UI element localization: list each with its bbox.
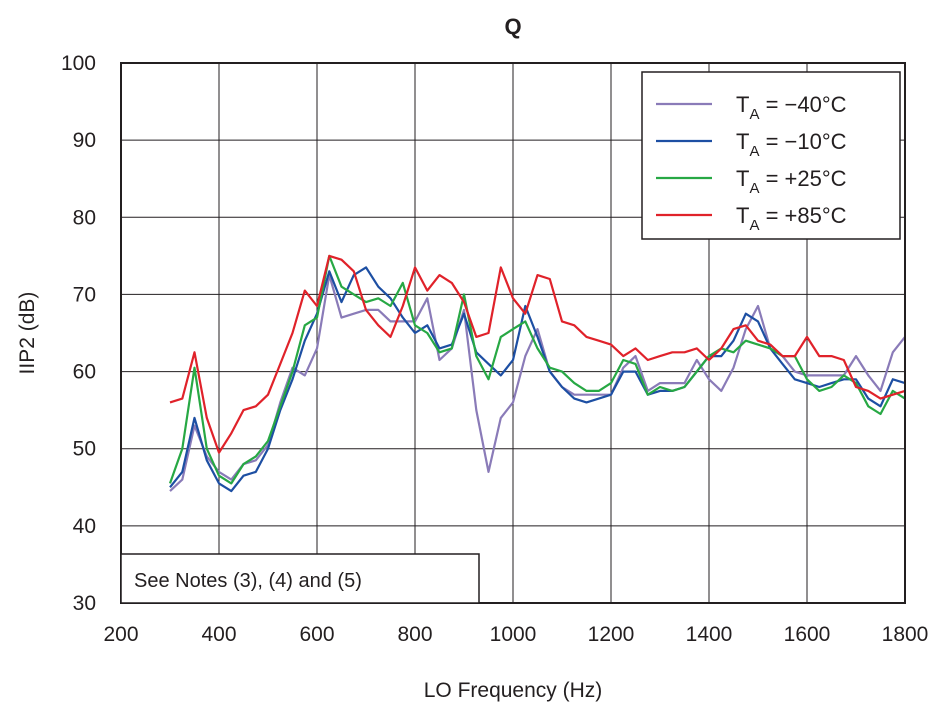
- y-tick-label: 40: [73, 515, 96, 538]
- x-tick-label: 1800: [882, 623, 929, 646]
- legend-frame: [641, 71, 901, 240]
- y-tick-label: 60: [73, 361, 96, 384]
- x-tick-label: 200: [103, 623, 138, 646]
- y-axis-title: IIP2 (dB): [16, 292, 39, 375]
- y-tick-label: 100: [61, 52, 96, 75]
- y-tick-label: 50: [73, 438, 96, 461]
- series-layer: [168, 254, 906, 493]
- legend-entry: TA = +85°C: [736, 203, 847, 234]
- x-tick-label: 800: [397, 623, 432, 646]
- series-line-2: [169, 266, 906, 493]
- legend: TA = −40°C TA = −10°C TA = +25°C TA = +85°C: [641, 71, 901, 240]
- x-tick-label: 1400: [686, 623, 733, 646]
- x-tick-label: 1600: [784, 623, 831, 646]
- x-tick-label: 1200: [588, 623, 635, 646]
- legend-entry: TA = −40°C: [736, 92, 847, 123]
- x-tick-label: 1000: [490, 623, 537, 646]
- x-tick-label: 600: [299, 623, 334, 646]
- chart-title: Q: [504, 14, 521, 39]
- x-axis-title: LO Frequency (Hz): [424, 679, 603, 702]
- notes-text: See Notes (3), (4) and (5): [134, 570, 362, 592]
- y-tick-label: 70: [73, 283, 96, 306]
- plot-border: [120, 62, 906, 604]
- y-tick-label: 30: [73, 592, 96, 615]
- legend-entry: TA = +25°C: [736, 166, 847, 197]
- series-line-4: [169, 254, 906, 454]
- x-tick-label: 400: [201, 623, 236, 646]
- notes-box-frame: [120, 553, 480, 604]
- tick-labels: 200 400 600 800 1000 1200 1400 1600 1800 30 40 50 60…: [61, 52, 928, 646]
- y-tick-label: 90: [73, 129, 96, 152]
- notes-box: See Notes (3), (4) and (5): [120, 553, 480, 604]
- legend-entry: TA = −10°C: [736, 129, 847, 160]
- y-tick-label: 80: [73, 206, 96, 229]
